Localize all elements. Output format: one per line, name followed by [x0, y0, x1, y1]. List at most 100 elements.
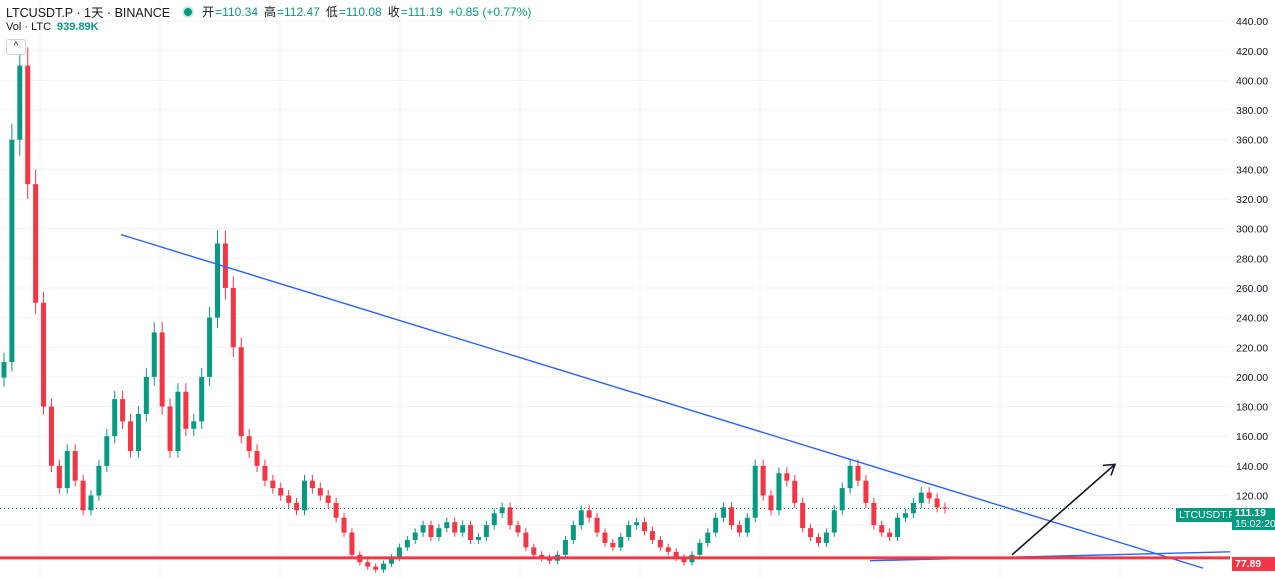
price-axis[interactable]: 100.00120.00140.00160.00180.00200.00220.…	[1236, 16, 1268, 532]
candle-body	[475, 537, 481, 540]
candle-body	[301, 480, 307, 511]
candle-body	[728, 507, 734, 526]
candle-body	[325, 495, 331, 503]
candle-body	[910, 502, 916, 514]
candle-body	[64, 451, 70, 489]
candle-body	[784, 473, 790, 481]
candle-body	[183, 391, 189, 429]
close-label: 收	[387, 5, 400, 19]
y-tick-label: 380.00	[1236, 105, 1268, 117]
candle-body	[404, 539, 410, 548]
candle-body	[752, 465, 758, 518]
candle-body	[128, 421, 134, 452]
candle-body	[341, 517, 347, 533]
y-tick-label: 440.00	[1236, 16, 1268, 28]
candle-body	[855, 465, 861, 481]
candle-body	[444, 522, 450, 529]
candle-body	[104, 436, 110, 466]
candle-body	[800, 502, 806, 529]
chevron-up-icon: ^	[13, 41, 19, 52]
grid-lines	[0, 0, 1230, 578]
candle-body	[649, 531, 655, 540]
candle-body	[736, 525, 742, 533]
candle-body	[760, 465, 766, 496]
candle-body	[926, 492, 932, 499]
candle-body	[815, 537, 821, 543]
candle-body	[254, 451, 260, 466]
candle-body	[902, 513, 908, 518]
open-label: 开	[202, 5, 215, 19]
market-status-icon	[184, 7, 193, 16]
candle-body	[286, 495, 292, 503]
candle-body	[381, 563, 387, 570]
candle-body	[626, 525, 632, 538]
candle-body	[697, 542, 703, 555]
y-tick-label: 220.00	[1236, 342, 1268, 354]
candle-body	[309, 480, 315, 489]
candle-body	[56, 465, 62, 489]
candles	[1, 47, 948, 573]
y-tick-label: 200.00	[1236, 372, 1268, 384]
candle-body	[642, 522, 648, 532]
candle-body	[80, 480, 86, 511]
close-value: =111.19	[400, 4, 443, 19]
collapse-legend-button[interactable]: ^	[6, 39, 26, 55]
candle-body	[499, 507, 505, 514]
candle-body	[388, 557, 394, 564]
candle-body	[673, 551, 679, 558]
candle-body	[895, 517, 901, 538]
candle-body	[48, 406, 54, 466]
volume-value: 939.89K	[57, 21, 99, 33]
candle-body	[9, 139, 15, 363]
candle-body	[365, 562, 371, 567]
candle-body	[831, 510, 837, 533]
candle-body	[871, 502, 877, 526]
candle-body	[17, 65, 23, 140]
candle-body	[602, 532, 608, 543]
candle-body	[412, 532, 418, 540]
support-price-value: 77.89	[1235, 558, 1262, 570]
y-tick-label: 240.00	[1236, 313, 1268, 325]
arrowhead-icon	[1102, 463, 1117, 476]
candle-body	[776, 473, 782, 511]
candle-body	[918, 492, 924, 503]
candle-body	[713, 517, 719, 533]
candle-body	[523, 532, 529, 548]
candle-body	[436, 528, 442, 538]
y-tick-label: 420.00	[1236, 46, 1268, 58]
candle-body	[610, 542, 616, 548]
candle-body	[120, 399, 126, 422]
volume-legend: Vol · LTC 939.89K	[6, 21, 99, 33]
candle-body	[41, 302, 47, 407]
candle-body	[246, 436, 252, 452]
volume-label: Vol · LTC	[6, 21, 52, 33]
candle-body	[460, 525, 466, 533]
candle-body	[159, 332, 165, 407]
y-tick-label: 320.00	[1236, 194, 1268, 206]
y-tick-label: 400.00	[1236, 75, 1268, 87]
candle-body	[586, 510, 592, 518]
candle-body	[294, 502, 300, 511]
y-tick-label: 340.00	[1236, 164, 1268, 176]
candle-body	[863, 480, 869, 503]
candle-body	[349, 532, 355, 555]
candle-body	[887, 532, 893, 538]
y-tick-label: 300.00	[1236, 224, 1268, 236]
candle-body	[452, 522, 458, 533]
high-value: =112.47	[277, 4, 320, 19]
candle-body	[1, 362, 7, 378]
low-label: 低	[325, 5, 338, 19]
projection-arrow-line	[1011, 463, 1116, 556]
candle-body	[681, 557, 687, 563]
y-tick-label: 280.00	[1236, 253, 1268, 265]
candle-body	[175, 391, 181, 452]
symbol-title[interactable]: LTCUSDT.P · 1天 · BINANCE	[6, 6, 171, 20]
candle-body	[721, 507, 727, 518]
candle-body	[25, 65, 31, 185]
candle-body	[847, 465, 853, 489]
candle-body	[262, 465, 268, 481]
symbol-header: LTCUSDT.P · 1天 · BINANCE 开 =110.34 高 =112.…	[6, 2, 537, 21]
support-price-badge: 77.89	[1232, 557, 1275, 571]
